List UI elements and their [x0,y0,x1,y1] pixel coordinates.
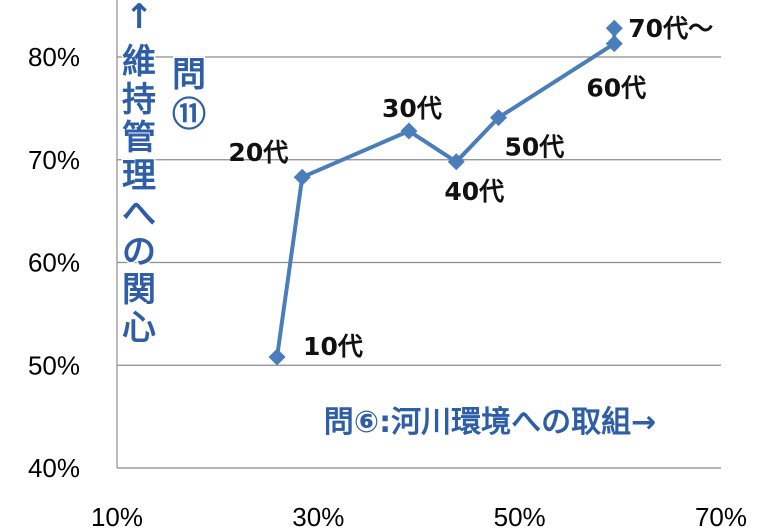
data-label: 30代 [382,94,442,123]
x-tick-label: 10% [91,502,143,532]
data-label: 50代 [505,133,565,162]
x-axis-label: 問⑥:河川環境への取組→ [324,405,657,440]
data-label: 60代 [586,74,646,103]
data-point [400,122,418,140]
x-tick-label: 30% [292,502,344,532]
data-point [293,168,311,186]
x-tick-label: 70% [695,502,747,532]
data-point [268,348,286,366]
x-tick-labels: 10% 30% 50% 70% [91,502,747,532]
data-points [268,19,623,366]
axes [116,0,721,469]
y-tick-label: 60% [28,248,80,278]
y-tick-labels: 40% 50% 60% 70% 80% [28,42,80,483]
x-tick-label: 50% [494,502,546,532]
data-point [605,35,623,53]
y-tick-label: 40% [28,453,80,483]
y-tick-label: 70% [28,145,80,175]
y-tick-label: 80% [28,42,80,72]
y-tick-label: 50% [28,350,80,380]
data-label: 20代 [228,138,288,167]
data-label: 10代 [303,332,363,361]
y-axis-label: ↑維持管理への関心 [122,0,156,348]
grid-lines [117,56,721,366]
data-point [605,19,623,37]
data-point [490,109,508,127]
data-point [447,153,465,171]
data-label: 40代 [444,177,504,206]
data-label: 70代～ [628,14,713,43]
